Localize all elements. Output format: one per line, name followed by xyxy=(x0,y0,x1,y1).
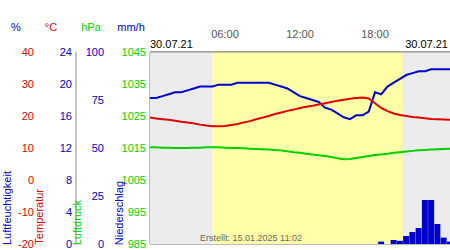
html-text:Luftdruck: Luftdruck xyxy=(71,199,83,245)
html-text:Niederschlag: Niederschlag xyxy=(113,180,125,245)
html-text:Luftfeuchtigkeit: Luftfeuchtigkeit xyxy=(1,171,13,245)
svg-text:100: 100 xyxy=(86,46,104,58)
svg-text:24: 24 xyxy=(60,46,72,58)
svg-text:12:00: 12:00 xyxy=(286,28,314,40)
svg-text:1035: 1035 xyxy=(122,78,146,90)
html-text:Temperatur: Temperatur xyxy=(33,189,45,245)
svg-text:-20: -20 xyxy=(18,238,34,250)
svg-text:8: 8 xyxy=(66,174,72,186)
svg-text:06:00: 06:00 xyxy=(211,28,239,40)
svg-text:1025: 1025 xyxy=(122,110,146,122)
html-text:Erstellt: 15.01.2025 11:02: Erstellt: 15.01.2025 11:02 xyxy=(200,233,302,243)
svg-text:0: 0 xyxy=(65,237,72,250)
svg-text:985: 985 xyxy=(128,238,146,250)
svg-text:995: 995 xyxy=(128,206,146,218)
svg-text:12: 12 xyxy=(60,142,72,154)
svg-text:0: 0 xyxy=(28,174,34,186)
svg-text:1015: 1015 xyxy=(122,142,146,154)
svg-text:16: 16 xyxy=(60,110,72,122)
html-text:30.07.21: 30.07.21 xyxy=(405,38,448,50)
svg-text:40: 40 xyxy=(22,46,34,58)
svg-text:18:00: 18:00 xyxy=(361,28,389,40)
svg-text:50: 50 xyxy=(92,142,104,154)
svg-text:1005: 1005 xyxy=(122,174,146,186)
svg-text:20: 20 xyxy=(22,110,34,122)
svg-text:4: 4 xyxy=(65,205,72,218)
html-text:°C: °C xyxy=(44,21,58,33)
html-text:hPa: hPa xyxy=(81,21,101,33)
svg-text:75: 75 xyxy=(92,94,104,106)
svg-text:1045: 1045 xyxy=(122,46,146,58)
svg-text:0: 0 xyxy=(98,238,104,250)
svg-text:10: 10 xyxy=(22,142,34,154)
svg-text:20: 20 xyxy=(60,78,72,90)
svg-text:30: 30 xyxy=(22,78,34,90)
svg-text:25: 25 xyxy=(92,190,104,202)
html-text:30.07.21: 30.07.21 xyxy=(150,38,193,50)
svg-text:-10: -10 xyxy=(18,206,34,218)
html-text:mm/h: mm/h xyxy=(117,21,145,33)
